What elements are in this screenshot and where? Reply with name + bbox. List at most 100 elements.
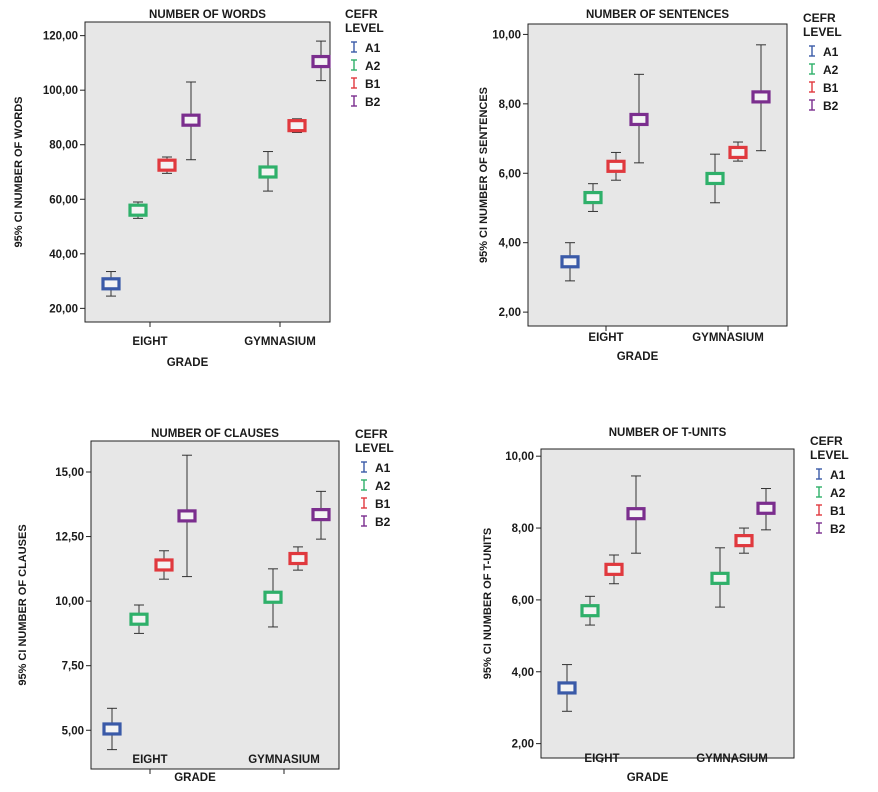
mean-marker — [734, 534, 754, 548]
error-bar-b2-eight — [629, 73, 649, 164]
mean-marker — [604, 562, 624, 576]
legend-item-b1: B1 — [351, 77, 381, 91]
legend-title: LEVEL — [345, 21, 384, 35]
error-bar-a2-gymnasium — [710, 547, 730, 608]
mean-marker — [154, 558, 174, 572]
y-tick-label: 8,00 — [512, 523, 534, 535]
legend-label: A1 — [830, 468, 846, 482]
x-tick-label: GYMNASIUM — [244, 336, 316, 348]
legend-item-b2: B2 — [809, 99, 839, 113]
legend-label: B1 — [375, 497, 391, 511]
y-tick-label: 5,00 — [62, 725, 84, 737]
mean-marker — [728, 145, 748, 160]
chart-panel-1: NUMBER OF WORDS 20,00 40,00 60,00 80,00 100,0… — [13, 7, 384, 369]
y-tick-label: 7,50 — [62, 661, 84, 673]
y-tick-label: 120,00 — [43, 31, 78, 43]
legend-title: CEFR — [345, 7, 378, 21]
error-bar-b1-gymnasium — [728, 141, 748, 162]
legend-label: A2 — [375, 479, 391, 493]
error-bar-b1-eight — [157, 156, 177, 174]
x-tick-label: EIGHT — [132, 754, 167, 766]
legend-label: A2 — [365, 59, 381, 73]
y-tick-label: 20,00 — [49, 303, 78, 315]
error-bar-a1-eight — [560, 242, 580, 282]
y-axis-label: 95% CI NUMBER OF T-UNITS — [482, 528, 494, 680]
legend-title: CEFR — [803, 11, 836, 25]
legend-item-b2: B2 — [351, 95, 381, 109]
error-bar-b2-gymnasium — [751, 44, 771, 152]
legend-label: B2 — [830, 522, 846, 536]
plot-area — [540, 448, 795, 759]
mean-marker — [128, 203, 148, 217]
mean-marker — [560, 255, 580, 269]
y-tick-label: 10,00 — [505, 451, 534, 463]
y-tick-label: 6,00 — [499, 168, 521, 180]
plot-area — [84, 21, 331, 323]
legend-title: CEFR — [355, 427, 388, 441]
mean-marker — [258, 165, 278, 179]
legend-title: LEVEL — [810, 448, 849, 462]
y-tick-label: 10,00 — [492, 29, 521, 41]
mean-marker — [129, 612, 149, 626]
mean-marker — [580, 604, 600, 618]
mean-marker — [756, 501, 776, 515]
error-bar-b1-gymnasium — [287, 118, 307, 133]
chart-title: NUMBER OF WORDS — [149, 9, 266, 21]
y-tick-label: 8,00 — [499, 99, 521, 111]
x-axis-label: GRADE — [174, 772, 216, 784]
chart-panel-2: NUMBER OF SENTENCES 2,00 4,00 6,00 8,00 10,00… — [478, 9, 842, 363]
mean-marker — [751, 90, 771, 104]
y-tick-label: 4,00 — [499, 238, 521, 250]
mean-marker — [177, 509, 197, 523]
legend-label: A1 — [375, 461, 391, 475]
y-tick-label: 2,00 — [512, 739, 534, 751]
x-axis-label: GRADE — [617, 351, 659, 363]
error-bar-b2-gymnasium — [311, 490, 331, 540]
error-bar-a1-eight — [101, 271, 121, 297]
x-tick-label: GYMNASIUM — [692, 332, 764, 344]
plot-area — [527, 23, 788, 327]
legend-label: A1 — [365, 41, 381, 55]
legend-item-b1: B1 — [816, 504, 846, 518]
mean-marker — [311, 54, 331, 69]
y-tick-label: 2,00 — [499, 307, 521, 319]
legend-label: A2 — [823, 63, 839, 77]
legend-label: A1 — [823, 45, 839, 59]
y-tick-label: 4,00 — [512, 667, 534, 679]
legend-title: LEVEL — [355, 441, 394, 455]
y-tick-label: 6,00 — [512, 595, 534, 607]
error-bar-a2-eight — [129, 604, 149, 634]
mean-marker — [629, 112, 649, 127]
chart-title: NUMBER OF CLAUSES — [151, 428, 279, 440]
legend-title: CEFR — [810, 434, 843, 448]
plot-area — [90, 440, 340, 770]
mean-marker — [263, 590, 283, 604]
y-axis-label: 95% CI NUMBER OF SENTENCES — [478, 87, 490, 263]
legend-item-b1: B1 — [361, 497, 391, 511]
error-bar-b2-eight — [181, 81, 201, 161]
legend-item-a1: A1 — [361, 461, 391, 475]
error-bar-b2-gymnasium — [756, 488, 776, 531]
mean-marker — [710, 571, 730, 585]
legend-item-b2: B2 — [816, 522, 846, 536]
x-tick-label: GYMNASIUM — [696, 753, 768, 765]
y-tick-label: 80,00 — [49, 140, 78, 152]
y-tick-label: 10,00 — [55, 596, 84, 608]
x-axis-label: GRADE — [167, 357, 209, 369]
error-bar-b1-eight — [604, 554, 624, 585]
error-bar-b1-gymnasium — [288, 546, 308, 571]
y-tick-label: 12,50 — [55, 532, 84, 544]
error-bar-a1-eight — [557, 664, 577, 712]
error-bar-a2-eight — [580, 595, 600, 626]
y-tick-label: 40,00 — [49, 249, 78, 261]
mean-marker — [583, 190, 603, 205]
legend-item-a1: A1 — [816, 468, 846, 482]
x-axis-label: GRADE — [627, 772, 669, 784]
legend-item-a1: A1 — [351, 41, 381, 55]
chart-panel-4: NUMBER OF T-UNITS 2,00 4,00 6,00 8,00 10,00 EI… — [482, 427, 849, 784]
error-bar-a2-gymnasium — [263, 568, 283, 628]
legend-item-b2: B2 — [361, 515, 391, 529]
